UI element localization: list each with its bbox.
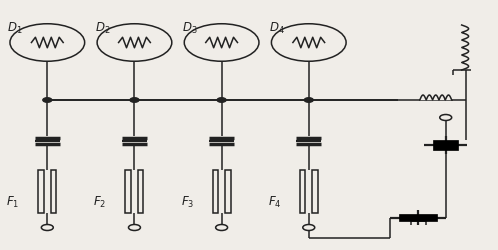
Circle shape [10,24,85,61]
Circle shape [304,98,313,102]
Bar [125,170,131,212]
Bar [213,170,218,212]
Bar [38,170,44,212]
Text: $D_2$: $D_2$ [95,21,110,36]
Bar [138,170,143,212]
Circle shape [130,98,139,102]
Bar [51,170,56,212]
Bar [399,214,437,221]
Circle shape [43,98,52,102]
Bar [225,170,231,212]
Circle shape [97,24,172,61]
Circle shape [217,98,226,102]
Bar [433,140,458,150]
Bar [300,170,305,212]
Text: $F_4$: $F_4$ [268,195,281,210]
Text: $D_4$: $D_4$ [269,21,285,36]
Text: $F_1$: $F_1$ [6,195,19,210]
Bar [312,170,318,212]
Circle shape [184,24,259,61]
Circle shape [271,24,346,61]
Text: $D_1$: $D_1$ [7,21,23,36]
Text: $D_3$: $D_3$ [182,21,197,36]
Text: $F_3$: $F_3$ [180,195,194,210]
Text: $F_2$: $F_2$ [94,195,107,210]
